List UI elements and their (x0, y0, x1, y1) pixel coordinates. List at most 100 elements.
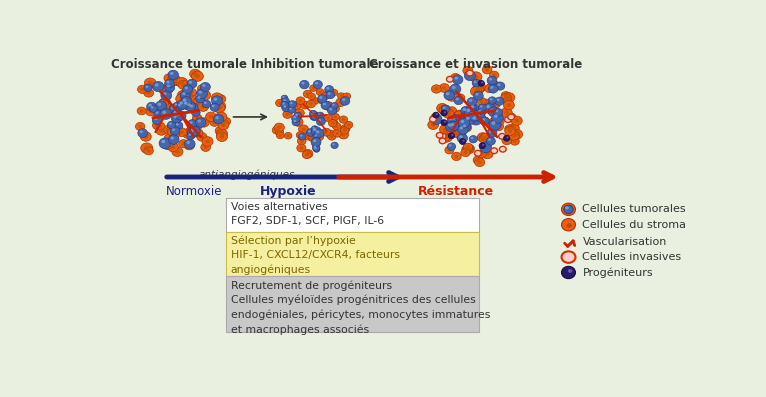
Ellipse shape (218, 120, 229, 130)
Ellipse shape (314, 132, 324, 141)
Ellipse shape (431, 85, 441, 93)
Ellipse shape (333, 107, 337, 110)
Ellipse shape (464, 71, 476, 81)
Text: Inhibition tumorale: Inhibition tumorale (250, 58, 378, 71)
Ellipse shape (338, 93, 345, 99)
Ellipse shape (463, 66, 473, 75)
Ellipse shape (465, 148, 469, 151)
Ellipse shape (293, 120, 296, 122)
Ellipse shape (336, 132, 339, 135)
Ellipse shape (463, 143, 473, 151)
Ellipse shape (493, 103, 497, 106)
Ellipse shape (175, 110, 177, 113)
Ellipse shape (452, 152, 461, 160)
Ellipse shape (343, 93, 351, 100)
Ellipse shape (170, 72, 174, 75)
Ellipse shape (178, 100, 188, 109)
Ellipse shape (169, 75, 181, 85)
Ellipse shape (180, 91, 191, 100)
Ellipse shape (431, 115, 442, 124)
Ellipse shape (503, 93, 515, 102)
Ellipse shape (324, 131, 328, 134)
Ellipse shape (217, 132, 228, 141)
Ellipse shape (311, 136, 315, 139)
Ellipse shape (334, 115, 337, 118)
Ellipse shape (333, 130, 342, 137)
Ellipse shape (345, 121, 353, 128)
Ellipse shape (275, 129, 279, 132)
Ellipse shape (171, 106, 175, 110)
Ellipse shape (202, 137, 213, 146)
Ellipse shape (313, 128, 316, 131)
Ellipse shape (181, 96, 192, 107)
Ellipse shape (312, 87, 315, 89)
Ellipse shape (452, 117, 456, 120)
Ellipse shape (174, 121, 183, 129)
Ellipse shape (509, 131, 519, 140)
Ellipse shape (443, 127, 448, 132)
Ellipse shape (302, 127, 306, 131)
Ellipse shape (328, 93, 331, 95)
Ellipse shape (472, 112, 476, 115)
Ellipse shape (513, 140, 516, 143)
Ellipse shape (481, 117, 489, 125)
Ellipse shape (476, 158, 480, 162)
Ellipse shape (565, 206, 569, 209)
Ellipse shape (473, 116, 476, 119)
Ellipse shape (296, 97, 305, 104)
Ellipse shape (460, 120, 464, 123)
Ellipse shape (561, 203, 575, 216)
Ellipse shape (159, 125, 162, 128)
Text: Résistance: Résistance (418, 185, 494, 198)
Ellipse shape (290, 108, 293, 111)
Ellipse shape (281, 101, 288, 108)
Ellipse shape (146, 149, 151, 152)
Ellipse shape (332, 123, 341, 130)
Ellipse shape (494, 108, 502, 116)
Ellipse shape (172, 109, 181, 117)
Ellipse shape (174, 79, 178, 83)
Ellipse shape (316, 112, 324, 119)
Ellipse shape (487, 76, 497, 85)
Ellipse shape (152, 116, 162, 125)
Ellipse shape (190, 91, 194, 94)
Ellipse shape (313, 146, 320, 152)
Ellipse shape (501, 108, 512, 118)
Ellipse shape (316, 131, 319, 133)
Ellipse shape (464, 126, 469, 129)
Ellipse shape (167, 76, 171, 80)
Ellipse shape (463, 144, 474, 154)
Ellipse shape (221, 118, 231, 125)
Ellipse shape (463, 114, 466, 117)
Ellipse shape (454, 155, 458, 158)
Ellipse shape (293, 116, 296, 118)
Ellipse shape (281, 95, 288, 101)
Ellipse shape (450, 109, 453, 112)
Ellipse shape (508, 129, 512, 133)
Ellipse shape (192, 71, 203, 81)
Ellipse shape (470, 110, 480, 119)
Ellipse shape (189, 121, 192, 124)
Ellipse shape (195, 116, 199, 120)
Ellipse shape (297, 137, 306, 145)
Ellipse shape (467, 146, 470, 150)
Ellipse shape (331, 109, 334, 112)
Ellipse shape (179, 96, 184, 101)
Ellipse shape (175, 123, 178, 125)
Ellipse shape (455, 125, 466, 136)
Ellipse shape (449, 118, 452, 120)
Ellipse shape (486, 105, 490, 108)
Ellipse shape (282, 104, 290, 112)
Ellipse shape (316, 118, 326, 125)
Ellipse shape (469, 135, 477, 143)
Ellipse shape (451, 123, 454, 126)
Ellipse shape (439, 84, 450, 93)
Ellipse shape (152, 81, 164, 92)
Ellipse shape (331, 105, 339, 112)
Ellipse shape (490, 81, 501, 91)
Ellipse shape (488, 118, 500, 128)
Ellipse shape (283, 96, 285, 98)
Ellipse shape (561, 251, 575, 263)
Ellipse shape (140, 88, 144, 91)
Ellipse shape (159, 99, 169, 107)
